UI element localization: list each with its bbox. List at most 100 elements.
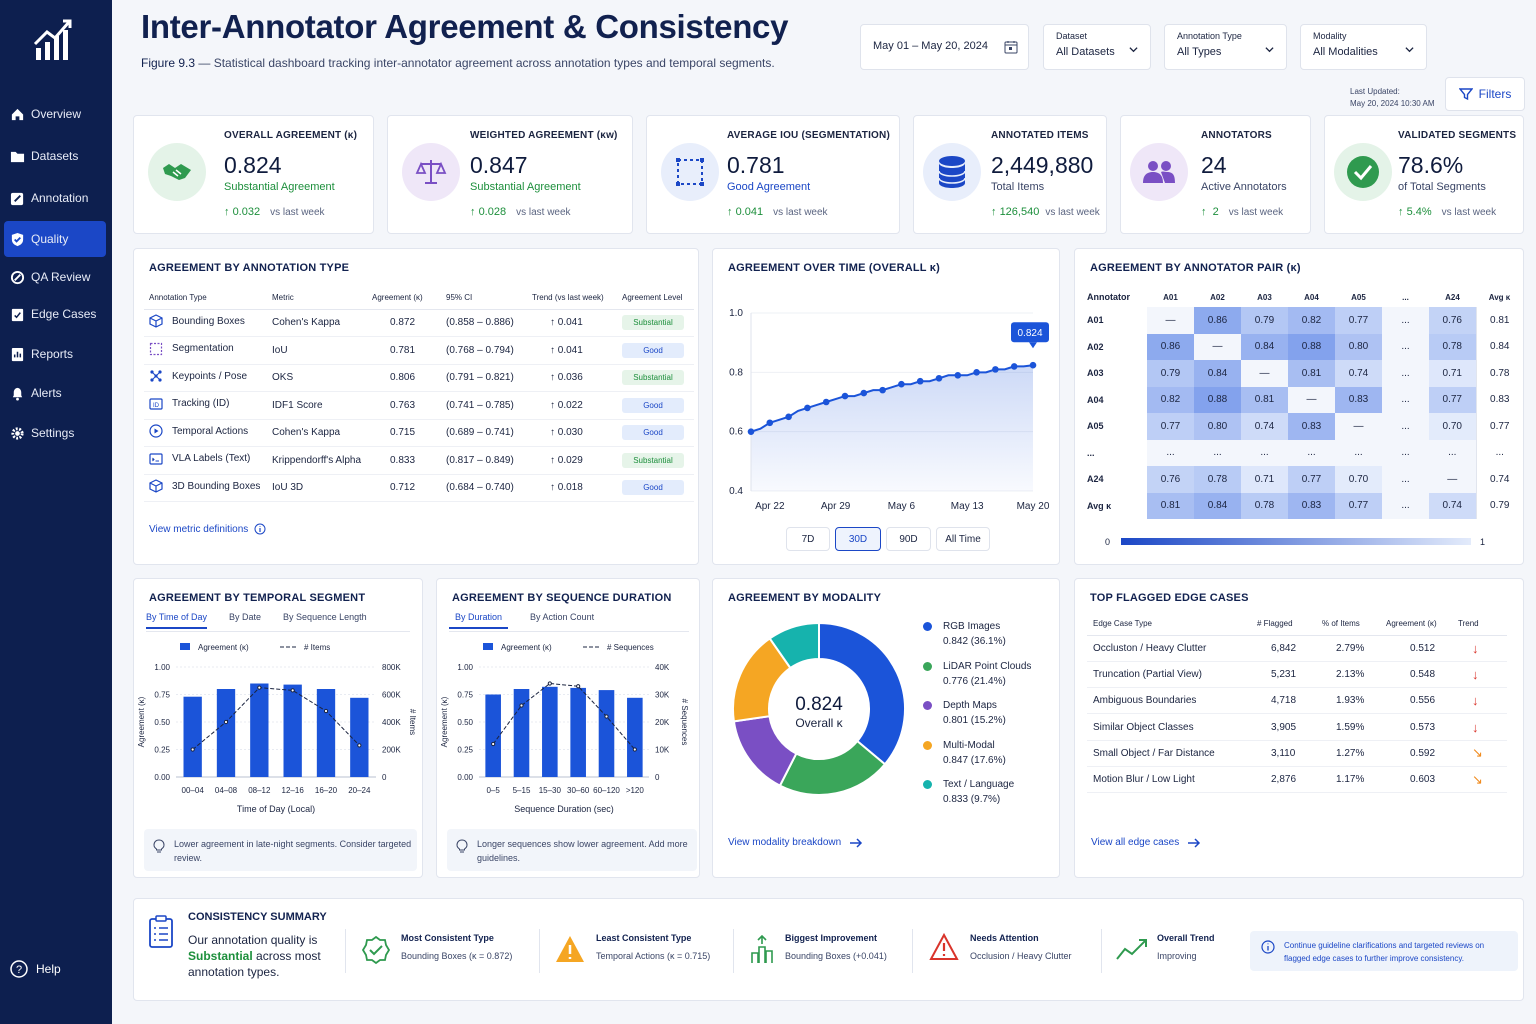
heatmap-cell[interactable]: 0.78	[1429, 333, 1476, 360]
donut-slice[interactable]	[768, 621, 820, 670]
help-link[interactable]: ? Help	[10, 960, 61, 978]
data-point[interactable]	[879, 386, 886, 394]
heatmap-cell[interactable]: 0.77	[1288, 466, 1335, 493]
heatmap-cell[interactable]: 0.83	[1288, 492, 1335, 519]
bar[interactable]	[250, 683, 269, 778]
heatmap-cell[interactable]: 0.79	[1147, 360, 1194, 387]
modality-legend-item[interactable]: Depth Maps 0.801 (15.2%)	[923, 698, 1006, 728]
view-all-edge-cases-link[interactable]: View all edge cases	[1091, 837, 1201, 848]
table-row[interactable]: ID Tracking (ID) IDF1 Score 0.763 (0.741 …	[144, 391, 694, 420]
heatmap-cell[interactable]: —	[1288, 386, 1335, 413]
heatmap-cell[interactable]: 0.78	[1241, 492, 1288, 519]
bar[interactable]	[316, 689, 336, 777]
heatmap-cell[interactable]: 0.80	[1194, 413, 1241, 440]
bar[interactable]	[513, 689, 530, 777]
heatmap-cell[interactable]: 0.79	[1241, 307, 1288, 334]
tab-time-of-day[interactable]: By Time of Day	[146, 612, 208, 629]
heatmap-cell[interactable]: 0.76	[1429, 307, 1476, 334]
nav-alerts[interactable]: Alerts	[4, 375, 106, 411]
heatmap-cell[interactable]: ...	[1288, 439, 1335, 466]
heatmap-cell[interactable]: 0.74	[1335, 360, 1382, 387]
table-row[interactable]: Small Object / Far Distance 3,110 1.27% 0.5…	[1087, 740, 1507, 767]
range-90d-button[interactable]: 90D	[886, 527, 931, 551]
modality-legend-item[interactable]: LiDAR Point Clouds 0.776 (21.4%)	[923, 659, 1031, 689]
heatmap-cell[interactable]: ...	[1382, 333, 1429, 360]
heatmap-cell[interactable]: 0.88	[1194, 386, 1241, 413]
table-row[interactable]: Bounding Boxes Cohen's Kappa 0.872 (0.85…	[144, 309, 694, 337]
table-row[interactable]: Truncation (Partial View) 5,231 2.13% 0.548…	[1087, 661, 1507, 689]
table-row[interactable]: 3D Bounding Boxes IoU 3D 0.712 (0.684 – …	[144, 474, 694, 502]
table-row[interactable]: Ambiguous Boundaries 4,718 1.93% 0.556 ↓	[1087, 687, 1507, 715]
bar[interactable]	[627, 697, 643, 777]
bar[interactable]	[598, 690, 615, 777]
dataset-select[interactable]: Dataset All Datasets	[1043, 24, 1151, 70]
heatmap-cell[interactable]: 0.81	[1475, 307, 1523, 334]
nav-overview[interactable]: Overview	[4, 96, 106, 132]
nav-annotation[interactable]: Annotation	[4, 180, 106, 216]
bar[interactable]	[485, 694, 501, 778]
table-row[interactable]: Similar Object Classes 3,905 1.59% 0.573 ↓	[1087, 713, 1507, 741]
heatmap-cell[interactable]: 0.79	[1475, 492, 1523, 519]
heatmap-cell[interactable]: 0.83	[1288, 413, 1335, 440]
table-row[interactable]: Motion Blur / Low Light 2,876 1.17% 0.603 ↘	[1087, 766, 1507, 794]
tab-sequence-length[interactable]: By Sequence Length	[283, 612, 367, 622]
bar[interactable]	[183, 696, 202, 777]
heatmap-cell[interactable]: ...	[1382, 466, 1429, 493]
heatmap-cell[interactable]: 0.84	[1194, 492, 1241, 519]
heatmap-cell[interactable]: ...	[1382, 492, 1429, 519]
date-range-picker[interactable]: May 01 – May 20, 2024	[860, 24, 1029, 70]
heatmap-cell[interactable]: 0.70	[1429, 413, 1476, 440]
data-point[interactable]	[841, 392, 849, 400]
heatmap-cell[interactable]: 0.86	[1147, 333, 1194, 360]
range-30d-button[interactable]: 30D	[835, 527, 881, 551]
heatmap-cell[interactable]: 0.77	[1147, 413, 1194, 440]
data-point[interactable]	[898, 380, 905, 388]
range-all-time-button[interactable]: All Time	[936, 527, 990, 551]
heatmap-cell[interactable]: 0.83	[1475, 386, 1523, 413]
heatmap-cell[interactable]: 0.71	[1241, 466, 1288, 493]
nav-edge-cases[interactable]: Edge Cases	[4, 296, 106, 332]
heatmap-cell[interactable]: 0.88	[1288, 333, 1335, 360]
heatmap-cell[interactable]: 0.74	[1475, 466, 1523, 493]
data-point[interactable]	[954, 372, 962, 379]
heatmap-cell[interactable]: 0.74	[1241, 413, 1288, 440]
nav-reports[interactable]: Reports	[4, 336, 106, 372]
tab-by-date[interactable]: By Date	[229, 612, 262, 622]
nav-settings[interactable]: Settings	[4, 415, 106, 451]
table-row[interactable]: VLA Labels (Text) Krippendorff's Alpha 0…	[144, 446, 694, 475]
bar[interactable]	[570, 687, 586, 777]
table-row[interactable]: Keypoints / Pose OKS 0.806 (0.791 – 0.82…	[144, 364, 694, 392]
data-point[interactable]	[1029, 361, 1037, 369]
modality-legend-item[interactable]: Text / Language 0.833 (9.7%)	[923, 777, 1014, 807]
heatmap-cell[interactable]: ...	[1382, 439, 1429, 466]
heatmap-cell[interactable]: —	[1194, 333, 1241, 360]
bar[interactable]	[350, 697, 369, 777]
heatmap-cell[interactable]: 0.80	[1335, 333, 1382, 360]
data-point[interactable]	[785, 413, 792, 421]
bar[interactable]	[216, 689, 236, 777]
heatmap-cell[interactable]: 0.81	[1288, 360, 1335, 387]
table-row[interactable]: Segmentation IoU 0.781 (0.768 – 0.794) ↑…	[144, 336, 694, 365]
heatmap-cell[interactable]: —	[1335, 413, 1382, 440]
heatmap-cell[interactable]: ...	[1241, 439, 1288, 466]
heatmap-cell[interactable]: ...	[1194, 439, 1241, 466]
heatmap-cell[interactable]: ...	[1429, 439, 1476, 466]
heatmap-cell[interactable]: 0.78	[1475, 360, 1523, 387]
heatmap-cell[interactable]: 0.82	[1147, 386, 1194, 413]
heatmap-cell[interactable]: 0.74	[1429, 492, 1476, 519]
heatmap-cell[interactable]: 0.77	[1429, 386, 1476, 413]
heatmap-cell[interactable]: 0.83	[1335, 386, 1382, 413]
heatmap-cell[interactable]: 0.82	[1288, 307, 1335, 334]
nav-quality[interactable]: Quality	[4, 221, 106, 257]
heatmap-cell[interactable]: 0.86	[1194, 307, 1241, 334]
data-point[interactable]	[973, 369, 980, 376]
range-7d-button[interactable]: 7D	[786, 527, 830, 551]
heatmap-cell[interactable]: 0.84	[1241, 333, 1288, 360]
tab-by-duration[interactable]: By Duration	[449, 612, 509, 629]
heatmap-cell[interactable]: 0.71	[1429, 360, 1476, 387]
heatmap-cell[interactable]: 0.77	[1335, 307, 1382, 334]
heatmap-cell[interactable]: 0.84	[1475, 333, 1523, 360]
heatmap-cell[interactable]: 0.78	[1194, 466, 1241, 493]
bar[interactable]	[542, 686, 558, 777]
heatmap-cell[interactable]: ...	[1382, 360, 1429, 387]
